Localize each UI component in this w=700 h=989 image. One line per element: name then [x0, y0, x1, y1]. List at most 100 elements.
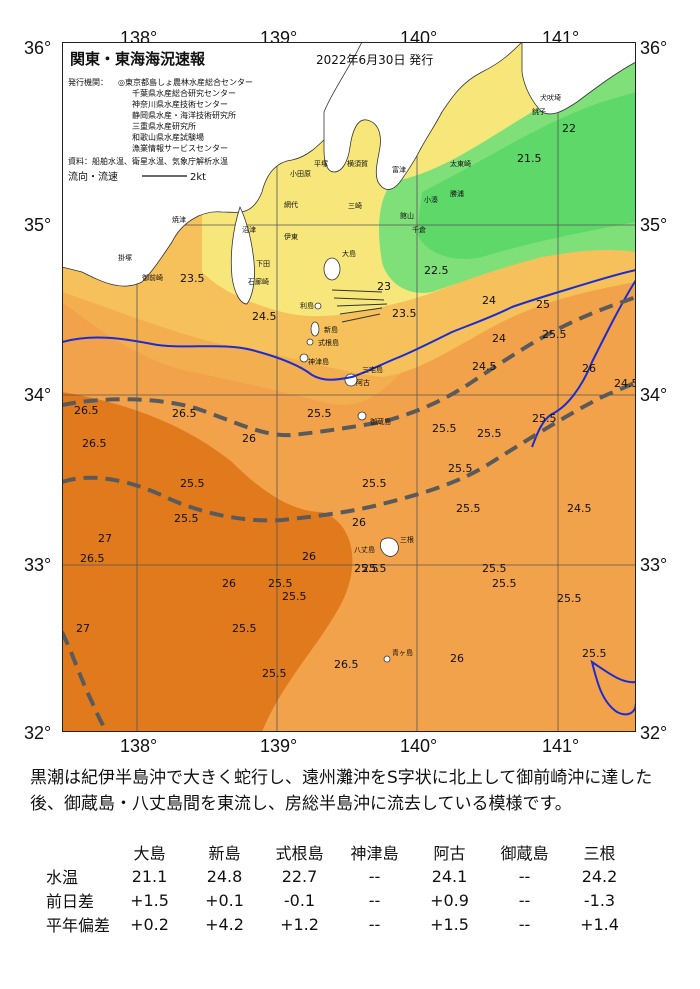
- lat-label-36-left: 36°: [24, 38, 52, 58]
- place-shimoda: 下田: [256, 260, 270, 268]
- place-ito: 伊東: [284, 232, 298, 241]
- station-header: 御蔵島: [500, 844, 549, 863]
- isotherm-label: 25.5: [542, 328, 567, 341]
- isotherm-label: 24.5: [252, 310, 277, 323]
- isotherm-label: 25.5: [482, 562, 507, 575]
- table-cell: +0.9: [430, 890, 469, 910]
- isotherm-label: 26: [302, 550, 316, 563]
- isotherm-label: 27: [76, 622, 90, 635]
- issue-date: 2022年6月30日 発行: [316, 53, 433, 67]
- isotherm-label: 26.5: [74, 404, 99, 417]
- station-header: 式根島: [275, 844, 324, 863]
- table-cell: +1.2: [280, 914, 319, 934]
- isotherm-label: 25.5: [262, 667, 287, 680]
- land-boso-north: [521, 42, 636, 115]
- isotherm-label: 25.5: [532, 412, 557, 425]
- row-label: 平年偏差: [46, 916, 111, 935]
- row-label: 水温: [46, 868, 79, 887]
- isotherm-label: 25.5: [362, 562, 387, 575]
- place-choshi: 銚子: [532, 107, 546, 116]
- table-cell: --: [368, 866, 381, 886]
- organization-item: 三重県水産研究所: [132, 121, 196, 131]
- island-kozushima: [299, 353, 309, 363]
- lon-label-141-bottom: 141°: [542, 736, 580, 756]
- lat-label-34-left: 34°: [24, 385, 52, 405]
- isotherm-label: 25.5: [582, 647, 607, 660]
- island-shikinejima: [306, 338, 314, 346]
- table-cell: 24.1: [431, 866, 468, 886]
- lon-label-139-bottom: 139°: [260, 736, 298, 756]
- isotherm-label: 25.5: [362, 477, 387, 490]
- isotherm-label: 26.5: [80, 552, 105, 565]
- table-cell: --: [518, 914, 531, 934]
- organizations-label: 発行機関：: [68, 77, 108, 87]
- kuroshio-axis-west: [62, 631, 109, 732]
- organization-item: 静岡県水産・海洋技術研究所: [132, 110, 236, 120]
- isotherm-label: 26: [352, 516, 366, 529]
- place-odawara: 小田原: [290, 169, 311, 178]
- isotherm-label: 25.5: [448, 462, 473, 475]
- table-cell: -1.3: [583, 890, 616, 910]
- isotherm-label: 27: [98, 532, 112, 545]
- table-cell: --: [518, 890, 531, 910]
- isotherm-label: 23: [377, 280, 391, 293]
- place-ako: 阿古: [356, 378, 370, 387]
- table-cell: +4.2: [205, 914, 244, 934]
- isotherm-label: 24: [492, 332, 506, 345]
- isotherm-label: 26.5: [82, 437, 107, 450]
- sea-temperature-map: 関東・東海海況速報 2022年6月30日 発行 発行機関： ◎東京都島しょ農林水…: [62, 42, 636, 732]
- flow-legend-value: 2kt: [190, 172, 206, 183]
- organization-item: ◎東京都島しょ農林水産総合センター: [118, 77, 253, 87]
- isotherm-label: 26: [582, 362, 596, 375]
- isotherm-label: 25.5: [456, 502, 481, 515]
- isotherm-label: 24: [482, 294, 496, 307]
- place-irozaki: 石廊崎: [248, 277, 269, 286]
- isotherm-label: 26: [222, 577, 236, 590]
- place-ajiro: 網代: [284, 200, 298, 209]
- place-numazu: 沼津: [242, 225, 256, 234]
- isotherm-label: 26: [242, 432, 256, 445]
- place-tateyama: 館山: [400, 211, 414, 220]
- organization-item: 和歌山県水産試験場: [132, 132, 204, 142]
- table-header-row: 大島 新島 式根島 神津島 阿古 御蔵島 三根: [40, 840, 637, 864]
- island-oshima: [323, 257, 341, 281]
- place-mikurajima: 御蔵島: [370, 417, 391, 426]
- island-aogashima: [383, 655, 391, 663]
- lon-label-140-bottom: 140°: [400, 736, 438, 756]
- table-cell: +0.1: [205, 890, 244, 910]
- isotherm-label: 22: [562, 122, 576, 135]
- place-aogashima: 青ヶ島: [392, 648, 413, 657]
- isotherm-label: 25.5: [282, 590, 307, 603]
- kuroshio-axis-south: [62, 380, 636, 523]
- table-cell: --: [368, 890, 381, 910]
- isotherm-label: 24.5: [567, 502, 592, 515]
- lat-label-33-right: 33°: [640, 555, 668, 575]
- isotherm-25-north: [62, 269, 636, 381]
- cold-core-zone: [417, 92, 636, 260]
- row-label: 前日差: [46, 892, 95, 911]
- place-oshima: 大島: [342, 249, 356, 258]
- isotherm-label: 25.5: [174, 512, 199, 525]
- place-shikinejima: 式根島: [318, 338, 339, 347]
- island-hachijojima: [380, 537, 399, 557]
- warm-water-zone: [62, 392, 353, 732]
- table-cell: 24.2: [581, 866, 618, 886]
- isotherm-label: 25.5: [477, 427, 502, 440]
- isotherm-label: 24.5: [472, 360, 497, 373]
- land-izu-peninsula: [230, 205, 255, 305]
- lat-label-35-right: 35°: [640, 215, 668, 235]
- organization-item: 漁業情報サービスセンター: [132, 143, 228, 153]
- lat-label-32-right: 32°: [640, 723, 668, 743]
- isotherm-label: 25.5: [180, 477, 205, 490]
- table-cell: +1.5: [130, 890, 169, 910]
- summary-block: 黒潮は紀伊半島沖で大きく蛇行し、遠州灘沖をS字状に北上して御前崎沖に達した後、御…: [30, 765, 670, 817]
- station-header: 新島: [208, 844, 241, 863]
- place-toshima: 利島: [300, 301, 314, 310]
- table-cell: --: [518, 866, 531, 886]
- isotherm-25-southeast: [590, 659, 636, 716]
- lat-label-32-left: 32°: [24, 723, 52, 743]
- isotherm-label: 25.5: [557, 592, 582, 605]
- isotherm-label: 26: [450, 652, 464, 665]
- map-title: 関東・東海海況速報: [70, 50, 206, 68]
- station-header: 三根: [583, 844, 616, 863]
